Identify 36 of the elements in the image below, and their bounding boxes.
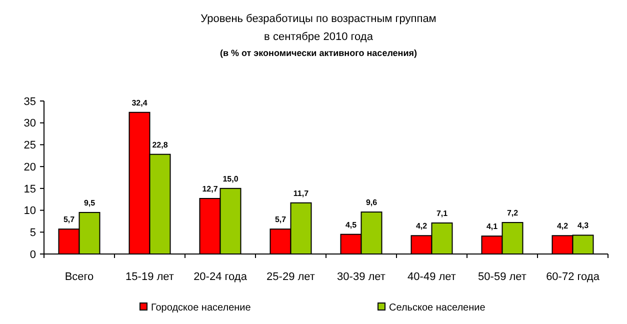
data-label: 11,7 [293,188,310,198]
x-tick-label: 15-19 лет [126,271,174,283]
y-tick-label: 15 [24,183,36,196]
data-label: 7,1 [436,208,448,218]
data-label: 5,7 [274,215,287,224]
x-tick-label: 20-24 года [194,271,248,283]
data-label: 4,2 [416,222,428,231]
data-label: 9,6 [366,198,378,208]
data-label: 12,7 [202,184,218,194]
y-tick-label: 25 [24,140,36,152]
data-label: 4,5 [345,220,358,230]
x-tick-label: Всего [64,271,94,283]
y-tick-label: 30 [24,118,36,130]
x-tick-label: 50-59 лет [478,271,526,283]
chart-title: Уровень безработицы по возрастным группам в сентябре 2010 года [200,13,436,43]
data-label: 4,3 [577,221,590,230]
legend-label: Сельское население [389,302,486,314]
legend-label: Городское население [151,302,252,314]
x-tick-label: 40-49 лет [408,271,456,283]
y-tick-label: 10 [24,205,36,218]
data-label: 15,0 [222,174,239,184]
y-tick-label: 0 [30,248,36,261]
y-tick-label: 5 [30,226,36,239]
data-label: 5,7 [63,215,76,224]
data-label: 22,8 [152,140,168,150]
data-label: 4,1 [486,222,498,232]
y-tick-label: 35 [24,96,36,108]
y-tick-label: 20 [24,161,36,174]
data-label: 7,2 [506,208,519,218]
data-label: 4,2 [556,222,569,231]
x-tick-label: 25-29 лет [266,271,315,283]
x-tick-label: 60-72 года [546,271,600,283]
x-tick-label: 30-39 лет [337,271,386,283]
chart-subtitle: (в % от экономически активного населения) [220,48,418,58]
data-label: 32,4 [132,98,148,108]
data-label: 9,5 [84,198,96,208]
